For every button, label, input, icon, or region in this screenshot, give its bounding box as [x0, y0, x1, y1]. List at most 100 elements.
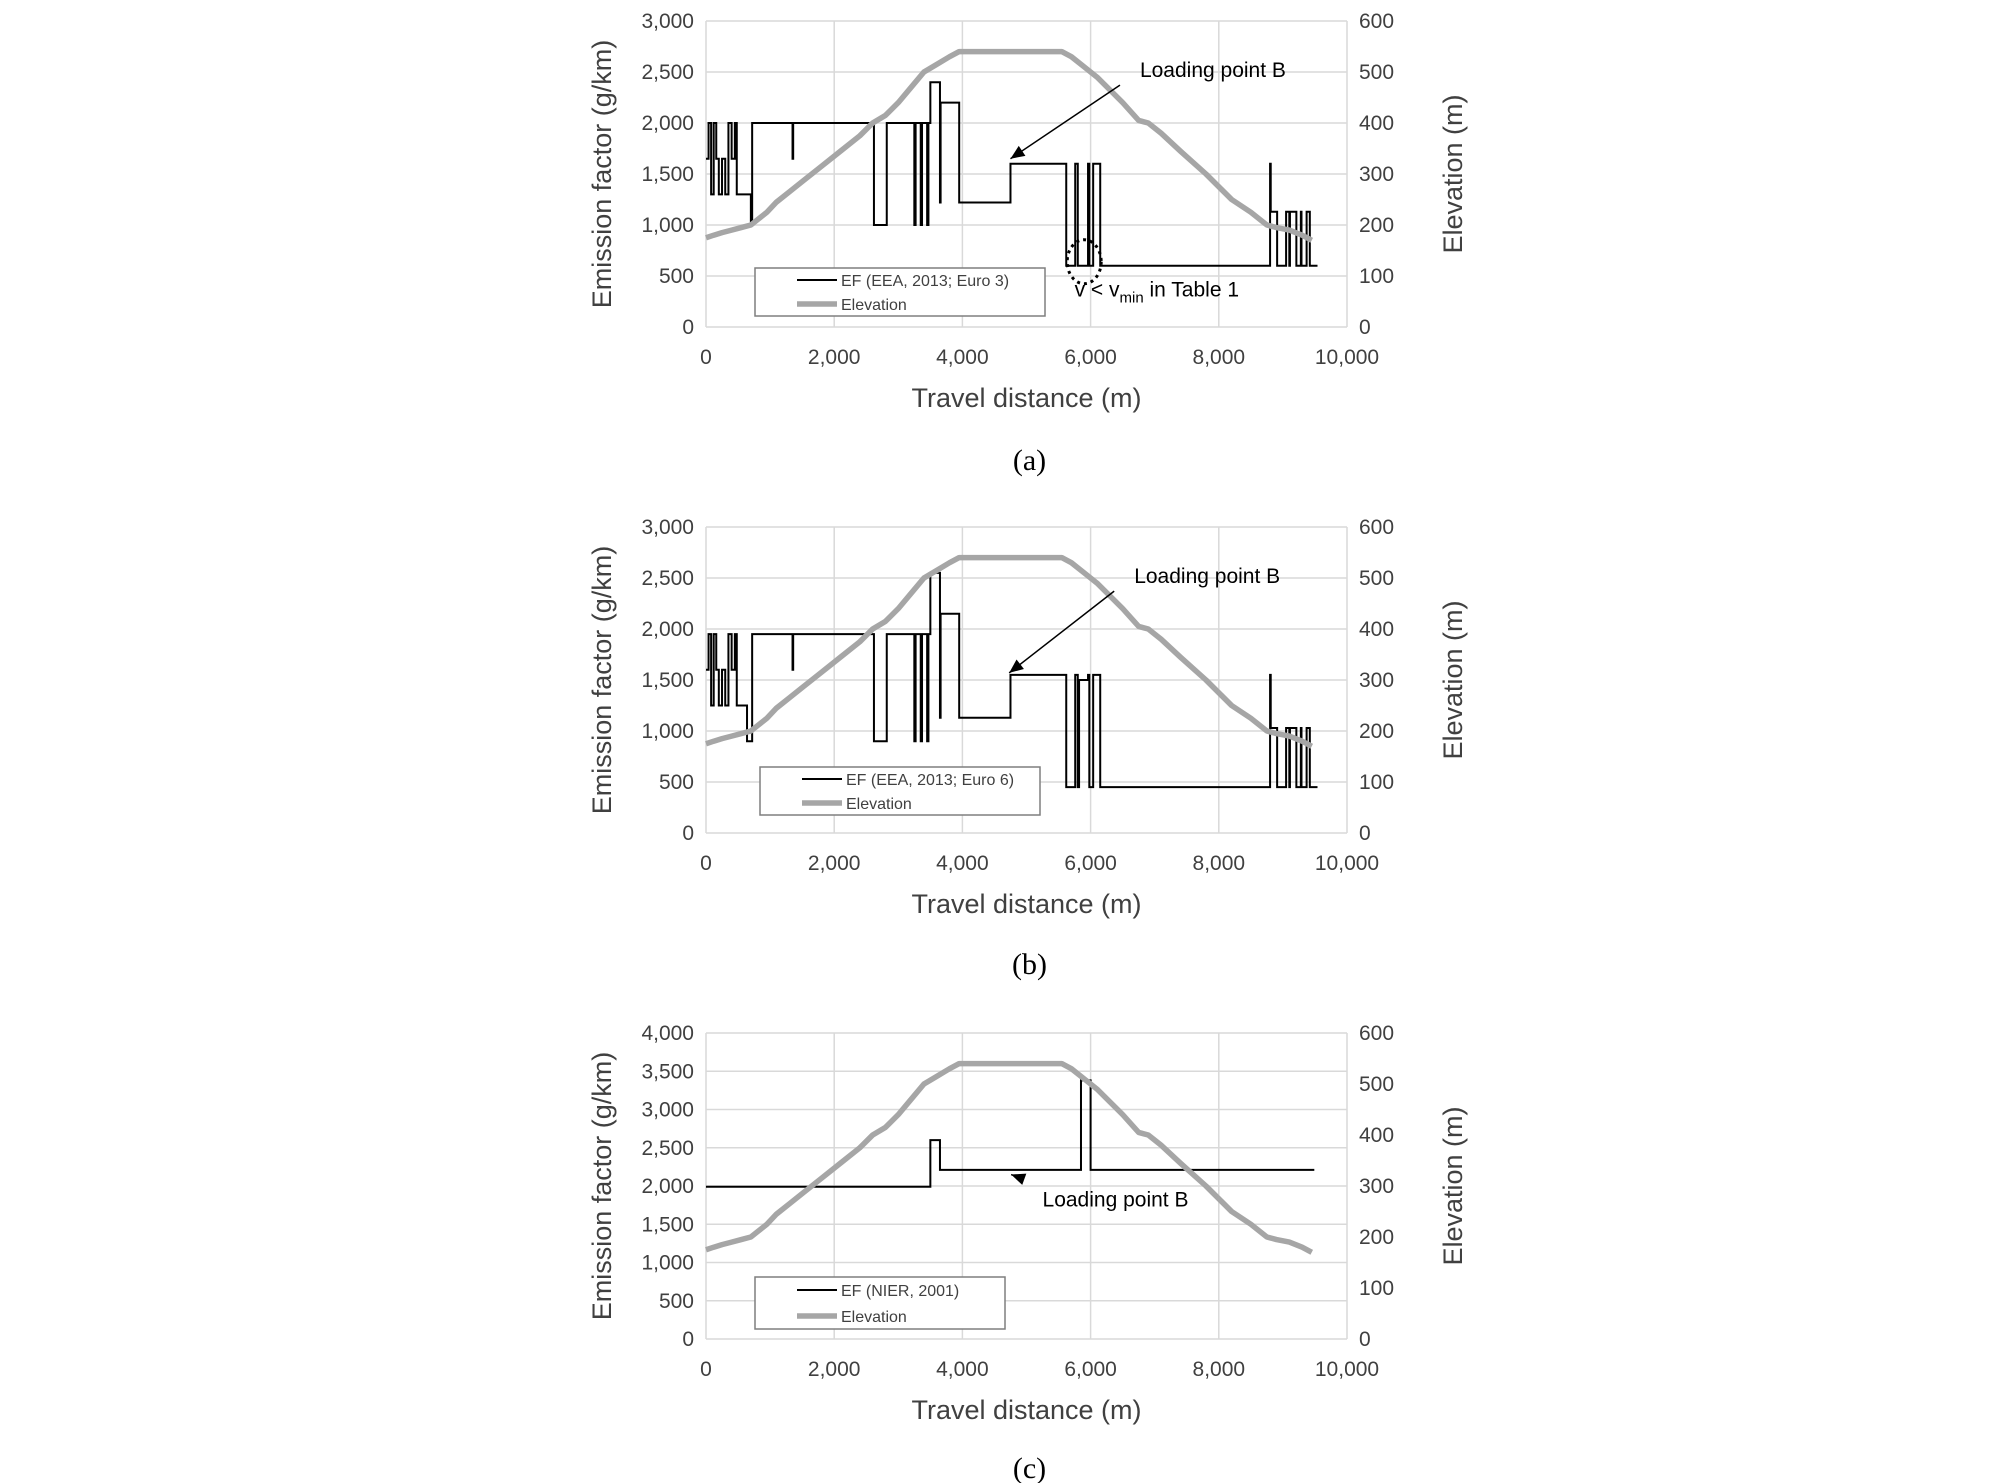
y-axis-title: Emission factor (g/km) [587, 40, 617, 309]
panel-label: (a) [1013, 444, 1046, 477]
x-tick-label: 8,000 [1193, 852, 1246, 875]
panel-label: (b) [1012, 948, 1047, 981]
y2-axis-title: Elevation (m) [1438, 94, 1468, 253]
legend-label: Elevation [841, 297, 907, 314]
x-tick-label: 6,000 [1064, 852, 1117, 875]
y2-tick-label: 100 [1359, 771, 1394, 794]
x-tick-label: 4,000 [936, 346, 989, 369]
y2-tick-label: 500 [1359, 61, 1394, 84]
x-tick-label: 10,000 [1315, 1358, 1379, 1381]
y2-tick-label: 500 [1359, 567, 1394, 590]
legend-label: EF (EEA, 2013; Euro 6) [846, 772, 1014, 789]
y2-tick-label: 400 [1359, 618, 1394, 641]
y2-tick-label: 500 [1359, 1073, 1394, 1096]
annotation-arrowhead [1010, 145, 1026, 159]
chart-panel-2: 0 500 1,000 1,500 2,000 2,500 3,000 0 100 200 300 4… [587, 516, 1468, 981]
y2-tick-label: 300 [1359, 163, 1394, 186]
x-tick-label: 4,000 [936, 1358, 989, 1381]
y-tick-label: 3,500 [641, 1060, 694, 1083]
legend-label: EF (EEA, 2013; Euro 3) [841, 273, 1009, 290]
x-tick-label: 0 [700, 346, 712, 369]
y-tick-label: 1,500 [641, 1213, 694, 1236]
y-tick-label: 0 [682, 1328, 694, 1351]
y2-tick-label: 0 [1359, 822, 1371, 845]
x-tick-label: 6,000 [1064, 346, 1117, 369]
y-tick-label: 1,500 [641, 669, 694, 692]
annotation-arrow [1008, 590, 1115, 674]
y-tick-label: 500 [659, 1290, 694, 1313]
y2-tick-label: 200 [1359, 720, 1394, 743]
chart-panel-3: 0 500 1,000 1,500 2,000 2,500 3,000 3,500 4,000 0… [587, 1022, 1468, 1483]
y-tick-label: 4,000 [641, 1022, 694, 1045]
annotation-arrowhead [1009, 659, 1024, 673]
y-tick-label: 0 [682, 822, 694, 845]
y-tick-label: 1,000 [641, 1252, 694, 1275]
y2-tick-label: 0 [1359, 316, 1371, 339]
elevation-series-line [705, 1060, 1314, 1255]
chart-panel-1: 0 500 1,000 1,500 2,000 2,500 3,000 0 100 200 300 4… [587, 10, 1468, 477]
x-tick-label: 8,000 [1193, 1358, 1246, 1381]
callout-ellipse [1065, 238, 1103, 286]
annotation-text: Loading point B [1134, 565, 1280, 588]
legend-box [754, 267, 1046, 317]
x-axis-title: Travel distance (m) [911, 383, 1141, 413]
x-tick-label: 10,000 [1315, 852, 1379, 875]
y-axis-title: Emission factor (g/km) [587, 546, 617, 815]
y2-tick-label: 100 [1359, 1277, 1394, 1300]
legend-label: Elevation [846, 796, 912, 813]
y2-tick-label: 0 [1359, 1328, 1371, 1351]
y-tick-label: 2,500 [641, 567, 694, 590]
ef-series-line [706, 1079, 1315, 1188]
x-tick-label: 2,000 [808, 852, 861, 875]
y-tick-label: 3,000 [641, 516, 694, 539]
y2-tick-label: 200 [1359, 214, 1394, 237]
y-tick-label: 2,000 [641, 1175, 694, 1198]
y-tick-label: 2,000 [641, 618, 694, 641]
x-tick-label: 4,000 [936, 852, 989, 875]
x-tick-label: 0 [700, 1358, 712, 1381]
y2-tick-label: 300 [1359, 1175, 1394, 1198]
x-axis-title: Travel distance (m) [911, 1395, 1141, 1425]
y2-tick-label: 400 [1359, 1124, 1394, 1147]
y-tick-label: 2,500 [641, 1137, 694, 1160]
x-axis-title: Travel distance (m) [911, 889, 1141, 919]
elevation-series-line [705, 48, 1314, 243]
y-tick-label: 2,000 [641, 112, 694, 135]
y-tick-label: 2,500 [641, 61, 694, 84]
annotation-text: Loading point B [1140, 59, 1286, 82]
legend-label: Elevation [841, 1309, 907, 1326]
y2-tick-label: 600 [1359, 516, 1394, 539]
y2-tick-label: 100 [1359, 265, 1394, 288]
ef-series-line [706, 81, 1318, 267]
y2-tick-label: 600 [1359, 10, 1394, 33]
x-tick-label: 6,000 [1064, 1358, 1117, 1381]
y-axis-title: Emission factor (g/km) [587, 1052, 617, 1321]
annotation-arrowhead [1011, 1173, 1027, 1185]
y-tick-label: 1,000 [641, 720, 694, 743]
y-tick-label: 3,000 [641, 10, 694, 33]
y2-tick-label: 600 [1359, 1022, 1394, 1045]
x-tick-label: 0 [700, 852, 712, 875]
legend-label: EF (NIER, 2001) [841, 1283, 959, 1300]
y2-axis-title: Elevation (m) [1438, 1106, 1468, 1265]
panel-label: (c) [1013, 1452, 1046, 1483]
x-tick-label: 8,000 [1193, 346, 1246, 369]
x-tick-label: 10,000 [1315, 346, 1379, 369]
y2-tick-label: 400 [1359, 112, 1394, 135]
x-tick-label: 2,000 [808, 1358, 861, 1381]
y-tick-label: 500 [659, 771, 694, 794]
legend-box [759, 766, 1041, 816]
y-tick-label: 0 [682, 316, 694, 339]
y-tick-label: 1,000 [641, 214, 694, 237]
y-tick-label: 3,000 [641, 1099, 694, 1122]
x-tick-label: 2,000 [808, 346, 861, 369]
ef-series-line [706, 571, 1318, 789]
elevation-series-line [705, 554, 1314, 749]
y2-tick-label: 200 [1359, 1226, 1394, 1249]
y2-axis-title: Elevation (m) [1438, 600, 1468, 759]
annotation-text: Loading point B [1043, 1189, 1189, 1212]
y-tick-label: 500 [659, 265, 694, 288]
y-tick-label: 1,500 [641, 163, 694, 186]
y2-tick-label: 300 [1359, 669, 1394, 692]
